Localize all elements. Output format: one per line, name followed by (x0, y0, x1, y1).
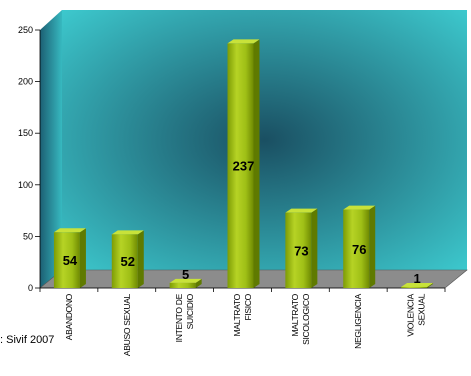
bar-front (285, 212, 312, 288)
x-category-label: FISICO (243, 293, 253, 320)
bar-top (111, 230, 144, 235)
y-axis: 0 50 100 150 200 250 (18, 25, 41, 293)
bar-side (79, 228, 86, 288)
bar-side (137, 230, 144, 288)
data-label: 5 (182, 267, 189, 282)
x-category-label: SICOLOGICO (301, 293, 311, 345)
bar-front (111, 234, 138, 288)
bar-top (227, 39, 260, 44)
x-category-label: SUICIDIO (185, 293, 195, 329)
y-tick-label: 50 (23, 231, 33, 241)
bar-top (53, 228, 86, 233)
back-wall (62, 10, 467, 270)
data-label: 73 (294, 243, 308, 258)
x-category-label: NEGLIGENCIA (353, 293, 363, 348)
bar-front (53, 232, 80, 288)
x-category-label: SEXUAL (417, 293, 427, 325)
bar-top (343, 205, 376, 210)
source-caption: : Sivif 2007 (0, 334, 55, 346)
data-label: 1 (413, 271, 420, 286)
bar-front (169, 282, 196, 288)
data-label: 52 (121, 254, 135, 269)
bar (343, 205, 376, 288)
bar-side (253, 39, 260, 288)
x-category-label: MALTRATO (232, 293, 242, 336)
bar-side (427, 282, 434, 288)
x-category-label: MALTRATO (290, 293, 300, 336)
data-label: 237 (233, 159, 255, 174)
bar-front (401, 286, 428, 288)
bar (111, 230, 144, 288)
x-category-label: INTENTO DE (174, 293, 184, 342)
bars-group: 54 52 5 237 73 76 1 (53, 39, 434, 288)
y-tick-label: 0 (28, 283, 33, 293)
y-tick-label: 150 (18, 128, 33, 138)
left-wall (40, 10, 62, 288)
bar (401, 282, 434, 288)
y-tick-label: 100 (18, 180, 33, 190)
bar (285, 208, 318, 288)
bar-top (169, 278, 202, 283)
bar-top (285, 208, 318, 213)
y-tick-label: 250 (18, 25, 33, 35)
bar-side (369, 205, 376, 288)
bar-side (195, 278, 202, 288)
bar (53, 228, 86, 288)
x-category-label: ABANDONO (64, 293, 74, 340)
x-category-label: VIOLENCIA (406, 293, 416, 336)
bar-front (343, 209, 370, 288)
bar-top (401, 282, 434, 287)
data-label: 76 (352, 242, 366, 257)
bar (169, 278, 202, 288)
y-tick-label: 200 (18, 77, 33, 87)
bar (227, 39, 260, 288)
bar-side (311, 208, 318, 288)
data-label: 54 (63, 253, 78, 268)
x-category-label: ABUSO SEXUAL (122, 293, 132, 356)
x-tick-group: ABANDONO ABUSO SEXUAL INTENTO DE SUICIDIO MA… (39, 288, 446, 356)
bar-front (227, 43, 254, 288)
